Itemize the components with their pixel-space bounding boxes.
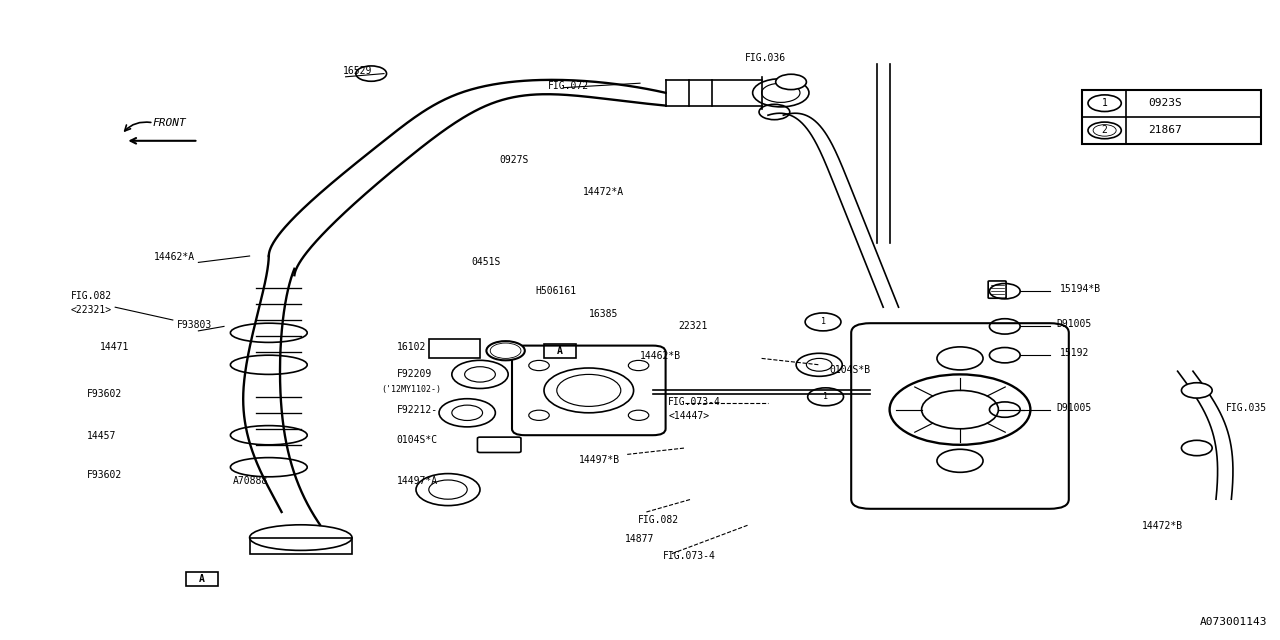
Text: 14462*A: 14462*A bbox=[154, 252, 195, 262]
Text: 21867: 21867 bbox=[1148, 125, 1181, 136]
Text: D91005: D91005 bbox=[1056, 319, 1092, 330]
Bar bbox=[429, 339, 480, 358]
Text: FIG.072: FIG.072 bbox=[548, 81, 589, 92]
Text: F92209: F92209 bbox=[397, 369, 433, 380]
Text: FIG.035: FIG.035 bbox=[1226, 403, 1267, 413]
Text: 16102: 16102 bbox=[397, 342, 426, 352]
Text: 22321: 22321 bbox=[678, 321, 708, 332]
Text: A: A bbox=[557, 346, 563, 356]
Text: 14472*B: 14472*B bbox=[1142, 521, 1183, 531]
Text: 0923S: 0923S bbox=[1148, 98, 1181, 108]
Text: F93602: F93602 bbox=[87, 388, 123, 399]
Text: 14877: 14877 bbox=[625, 534, 654, 544]
Text: A: A bbox=[198, 573, 205, 584]
Text: 0104S*B: 0104S*B bbox=[829, 365, 870, 375]
Bar bbox=[250, 538, 352, 554]
Text: D91005: D91005 bbox=[1056, 403, 1092, 413]
Text: 14471: 14471 bbox=[100, 342, 129, 352]
Circle shape bbox=[1181, 383, 1212, 398]
Text: FIG.073-4: FIG.073-4 bbox=[663, 550, 716, 561]
Text: A073001143: A073001143 bbox=[1199, 617, 1267, 627]
Text: 15194*B: 15194*B bbox=[1060, 284, 1101, 294]
Text: FIG.082: FIG.082 bbox=[637, 515, 678, 525]
Bar bbox=[544, 344, 576, 358]
Text: 2: 2 bbox=[503, 346, 508, 355]
Text: 0104S*C: 0104S*C bbox=[397, 435, 438, 445]
Text: <22321>: <22321> bbox=[70, 305, 111, 316]
Text: 14472*A: 14472*A bbox=[582, 187, 623, 197]
Text: H506161: H506161 bbox=[535, 286, 576, 296]
Text: 1: 1 bbox=[1102, 98, 1107, 108]
Text: FIG.073-4: FIG.073-4 bbox=[668, 397, 721, 407]
Text: 14457: 14457 bbox=[87, 431, 116, 442]
Text: 14462*B: 14462*B bbox=[640, 351, 681, 362]
Text: 1: 1 bbox=[820, 317, 826, 326]
Text: <14447>: <14447> bbox=[668, 411, 709, 421]
Text: FIG.082: FIG.082 bbox=[70, 291, 111, 301]
Text: 1: 1 bbox=[823, 392, 828, 401]
Text: F92212-: F92212- bbox=[397, 404, 438, 415]
Text: 1: 1 bbox=[1194, 386, 1199, 395]
Text: 14497*B: 14497*B bbox=[579, 454, 620, 465]
Circle shape bbox=[776, 74, 806, 90]
Text: 16529: 16529 bbox=[343, 66, 372, 76]
Text: 1: 1 bbox=[1194, 444, 1199, 452]
Text: 2: 2 bbox=[1102, 125, 1107, 136]
Circle shape bbox=[1181, 440, 1212, 456]
Text: 16385: 16385 bbox=[589, 308, 618, 319]
Bar bbox=[186, 572, 218, 586]
Text: F93803: F93803 bbox=[177, 320, 212, 330]
Circle shape bbox=[490, 343, 521, 358]
Text: 0927S: 0927S bbox=[499, 155, 529, 165]
Text: 0451S: 0451S bbox=[471, 257, 500, 268]
Text: 1: 1 bbox=[788, 77, 794, 86]
Circle shape bbox=[486, 341, 525, 360]
Text: A70888: A70888 bbox=[233, 476, 269, 486]
Text: F93602: F93602 bbox=[87, 470, 123, 480]
Text: 15192: 15192 bbox=[1060, 348, 1089, 358]
Bar bbox=[1082, 90, 1261, 144]
Text: ('12MY1102-): ('12MY1102-) bbox=[381, 385, 442, 394]
Text: 14497*A: 14497*A bbox=[397, 476, 438, 486]
Text: FRONT: FRONT bbox=[152, 118, 186, 128]
Text: FIG.036: FIG.036 bbox=[745, 52, 786, 63]
